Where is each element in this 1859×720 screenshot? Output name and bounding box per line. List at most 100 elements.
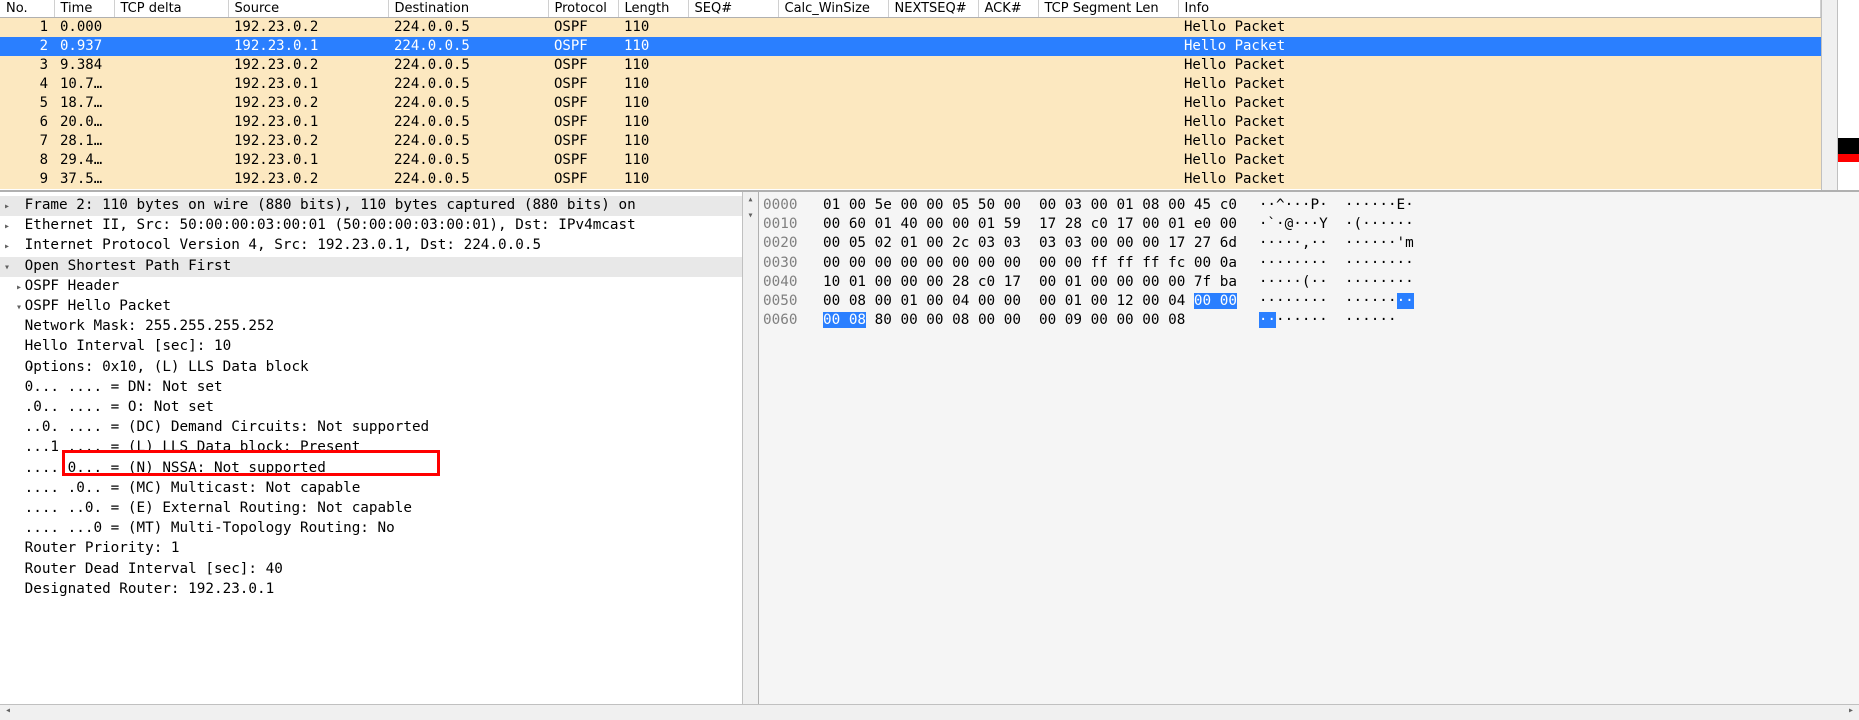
tree-row[interactable]: .... ..0. = (E) External Routing: Not ca… <box>0 499 758 519</box>
expand-icon[interactable] <box>4 419 16 438</box>
tree-row[interactable]: Router Dead Interval [sec]: 40 <box>0 560 758 580</box>
packet-list-vscroll[interactable] <box>1821 0 1837 190</box>
cell <box>978 132 1038 151</box>
tree-row[interactable]: 0... .... = DN: Not set <box>0 378 758 398</box>
tree-row[interactable]: .... .0.. = (MC) Multicast: Not capable <box>0 479 758 499</box>
tree-row[interactable]: ▾ Options: 0x10, (L) LLS Data block <box>0 358 758 378</box>
table-row[interactable]: 829.4…192.23.0.1224.0.0.5OSPF110Hello Pa… <box>0 151 1821 170</box>
expand-icon[interactable] <box>4 581 16 600</box>
expand-icon[interactable]: ▸ <box>4 217 16 236</box>
expand-icon[interactable] <box>4 379 16 398</box>
col-delta[interactable]: TCP delta <box>114 0 228 18</box>
tree-label: .... ...0 = (MT) Multi-Topology Routing:… <box>25 520 395 536</box>
cell <box>688 113 778 132</box>
tree-label: ...1 .... = (L) LLS Data block: Present <box>25 439 361 455</box>
col-time[interactable]: Time <box>54 0 114 18</box>
expand-icon[interactable]: ▸ <box>4 197 16 216</box>
tree-row[interactable]: ...1 .... = (L) LLS Data block: Present <box>0 438 758 458</box>
hscroll-right-icon[interactable]: ▸ <box>1843 705 1859 720</box>
col-ack[interactable]: ACK# <box>978 0 1038 18</box>
hex-row[interactable]: 003000 00 00 00 00 00 00 0000 00 ff ff f… <box>763 254 1851 273</box>
cell <box>114 18 228 38</box>
hex-row[interactable]: 001000 60 01 40 00 00 01 5917 28 c0 17 0… <box>763 215 1851 234</box>
cell: OSPF <box>548 170 618 189</box>
expand-icon[interactable] <box>4 561 16 580</box>
cell <box>978 151 1038 170</box>
packet-minimap[interactable] <box>1837 0 1859 190</box>
tree-row[interactable]: Designated Router: 192.23.0.1 <box>0 580 758 600</box>
cell: 192.23.0.1 <box>228 151 388 170</box>
tree-row[interactable]: ▾ Open Shortest Path First <box>0 257 758 277</box>
expand-icon[interactable] <box>4 460 16 479</box>
scroll-up-icon[interactable]: ▴ <box>743 192 758 208</box>
table-row[interactable]: 518.7…192.23.0.2224.0.0.5OSPF110Hello Pa… <box>0 94 1821 113</box>
expand-icon[interactable] <box>4 520 16 539</box>
expand-icon[interactable] <box>4 540 16 559</box>
packet-details-pane[interactable]: ▸ Frame 2: 110 bytes on wire (880 bits),… <box>0 192 759 704</box>
tree-row[interactable]: .0.. .... = O: Not set <box>0 398 758 418</box>
tree-label: .... ..0. = (E) External Routing: Not ca… <box>25 500 412 516</box>
hex-row[interactable]: 002000 05 02 01 00 2c 03 0303 03 00 00 0… <box>763 234 1851 253</box>
table-row[interactable]: 10.000192.23.0.2224.0.0.5OSPF110Hello Pa… <box>0 18 1821 38</box>
expand-icon[interactable]: ▸ <box>4 237 16 256</box>
expand-icon[interactable] <box>4 338 16 357</box>
expand-icon[interactable] <box>4 480 16 499</box>
expand-icon[interactable]: ▾ <box>4 258 16 277</box>
hex-row[interactable]: 005000 08 00 01 00 04 00 0000 01 00 12 0… <box>763 292 1851 311</box>
col-dst[interactable]: Destination <box>388 0 548 18</box>
tree-row[interactable]: Network Mask: 255.255.255.252 <box>0 317 758 337</box>
tree-row[interactable]: ▸ Internet Protocol Version 4, Src: 192.… <box>0 236 758 256</box>
expand-icon[interactable]: ▾ <box>4 298 16 317</box>
packet-bytes-pane[interactable]: 000001 00 5e 00 00 05 50 0000 03 00 01 0… <box>759 192 1859 704</box>
cell: Hello Packet <box>1178 56 1821 75</box>
tree-row[interactable]: ..0. .... = (DC) Demand Circuits: Not su… <box>0 418 758 438</box>
hex-row[interactable]: 000001 00 5e 00 00 05 50 0000 03 00 01 0… <box>763 196 1851 215</box>
col-seq[interactable]: SEQ# <box>688 0 778 18</box>
table-row[interactable]: 620.0…192.23.0.1224.0.0.5OSPF110Hello Pa… <box>0 113 1821 132</box>
table-row[interactable]: 39.384192.23.0.2224.0.0.5OSPF110Hello Pa… <box>0 56 1821 75</box>
tree-row[interactable]: ▸ Ethernet II, Src: 50:00:00:03:00:01 (5… <box>0 216 758 236</box>
col-no[interactable]: No. <box>0 0 54 18</box>
tree-row[interactable]: ▾ OSPF Hello Packet <box>0 297 758 317</box>
col-len[interactable]: Length <box>618 0 688 18</box>
cell: 28.1… <box>54 132 114 151</box>
table-row[interactable]: 410.7…192.23.0.1224.0.0.5OSPF110Hello Pa… <box>0 75 1821 94</box>
cell: 6 <box>0 113 54 132</box>
packet-list-header[interactable]: No. Time TCP delta Source Destination Pr… <box>0 0 1821 18</box>
expand-icon[interactable]: ▸ <box>4 278 16 297</box>
expand-icon[interactable] <box>4 318 16 337</box>
cell: 192.23.0.2 <box>228 56 388 75</box>
tree-vscroll[interactable]: ▴ ▾ <box>742 192 758 704</box>
table-row[interactable]: 728.1…192.23.0.2224.0.0.5OSPF110Hello Pa… <box>0 132 1821 151</box>
col-nseq[interactable]: NEXTSEQ# <box>888 0 978 18</box>
expand-icon[interactable]: ▾ <box>4 359 16 378</box>
col-proto[interactable]: Protocol <box>548 0 618 18</box>
tree-row[interactable]: Router Priority: 1 <box>0 539 758 559</box>
tree-row[interactable]: ▸ OSPF Header <box>0 277 758 297</box>
expand-icon[interactable] <box>4 439 16 458</box>
expand-icon[interactable] <box>4 500 16 519</box>
col-src[interactable]: Source <box>228 0 388 18</box>
table-row[interactable]: 20.937192.23.0.1224.0.0.5OSPF110Hello Pa… <box>0 37 1821 56</box>
col-info[interactable]: Info <box>1178 0 1821 18</box>
cell: OSPF <box>548 151 618 170</box>
col-win[interactable]: Calc_WinSize <box>778 0 888 18</box>
tree-row[interactable]: .... ...0 = (MT) Multi-Topology Routing:… <box>0 519 758 539</box>
cell: 0.000 <box>54 18 114 38</box>
tree-row[interactable]: .... 0... = (N) NSSA: Not supported <box>0 459 758 479</box>
expand-icon[interactable] <box>4 399 16 418</box>
bottom-hscroll[interactable]: ◂ ▸ <box>0 704 1859 720</box>
hex-row[interactable]: 006000 08 80 00 00 08 00 0000 09 00 00 0… <box>763 311 1851 330</box>
hex-ascii: ········ ········ <box>1259 254 1414 273</box>
tree-row[interactable]: Hello Interval [sec]: 10 <box>0 337 758 357</box>
scroll-down-icon[interactable]: ▾ <box>743 208 758 224</box>
col-tseg[interactable]: TCP Segment Len <box>1038 0 1178 18</box>
table-row[interactable]: 937.5…192.23.0.2224.0.0.5OSPF110Hello Pa… <box>0 170 1821 189</box>
cell: OSPF <box>548 75 618 94</box>
cell: 10.7… <box>54 75 114 94</box>
hex-row[interactable]: 004010 01 00 00 00 28 c0 1700 01 00 00 0… <box>763 273 1851 292</box>
tree-row[interactable]: ▸ Frame 2: 110 bytes on wire (880 bits),… <box>0 196 758 216</box>
packet-list[interactable]: No. Time TCP delta Source Destination Pr… <box>0 0 1821 190</box>
hscroll-left-icon[interactable]: ◂ <box>0 705 16 720</box>
hex-bytes: 00 08 80 00 00 08 00 0000 09 00 00 00 08 <box>823 311 1233 330</box>
